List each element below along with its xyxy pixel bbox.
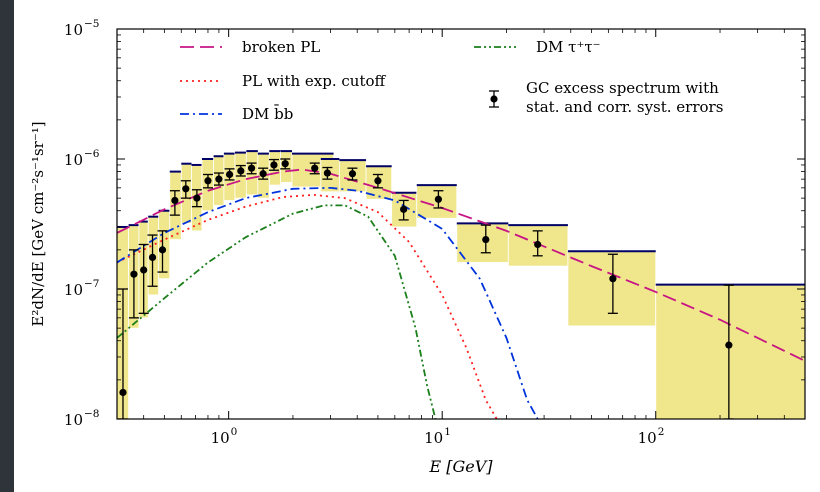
x-tick-label-exponent-0: 0 xyxy=(231,426,238,438)
data-point-4 xyxy=(159,246,166,253)
x-tick-label-2: 10 xyxy=(638,429,657,447)
legend: broken PL PL with exp. cutoff DM b̄b DM τ⁺τ… xyxy=(180,38,723,123)
legend-label-broken-pl: broken PL xyxy=(242,38,320,56)
x-axis-label: E [GeV] xyxy=(428,457,493,476)
y-tick-label-exponent-3: −5 xyxy=(84,18,99,30)
legend-marker-point xyxy=(490,95,497,102)
data-point-25 xyxy=(725,342,732,349)
y-tick-label-1: 10 xyxy=(64,281,83,299)
y-tick-label-2: 10 xyxy=(64,151,83,169)
y-tick-label-exponent-2: −6 xyxy=(84,148,100,160)
data-point-6 xyxy=(182,185,189,192)
legend-label-gc-excess-line1: GC excess spectrum with xyxy=(526,79,719,97)
legend-label-dm-tautau: DM τ⁺τ⁻ xyxy=(536,38,601,56)
x-tick-label-exponent-2: 2 xyxy=(658,426,665,438)
data-point-15 xyxy=(282,160,289,167)
data-point-9 xyxy=(215,176,222,183)
data-point-5 xyxy=(171,197,178,204)
y-tick-label-exponent-0: −8 xyxy=(84,408,99,420)
data-point-24 xyxy=(609,275,616,282)
legend-label-dm-bb: DM b̄b xyxy=(242,105,293,123)
data-point-11 xyxy=(237,167,244,174)
x-tick-label-0: 10 xyxy=(211,429,230,447)
data-point-18 xyxy=(349,170,356,177)
data-point-20 xyxy=(400,206,407,213)
x-tick-label-1: 10 xyxy=(424,429,443,447)
error-box-4 xyxy=(159,211,170,279)
data-point-12 xyxy=(248,165,255,172)
y-tick-label-3: 10 xyxy=(64,21,83,39)
data-point-1 xyxy=(130,271,137,278)
data-point-16 xyxy=(311,165,318,172)
y-axis-label: E²dN/dE [GeV cm⁻²s⁻¹sr⁻¹] xyxy=(29,121,47,326)
legend-label-pl-cutoff: PL with exp. cutoff xyxy=(242,72,387,90)
data-point-8 xyxy=(204,177,211,184)
data-point-21 xyxy=(435,196,442,203)
y-tick-label-exponent-1: −7 xyxy=(84,278,99,290)
data-point-13 xyxy=(260,170,267,177)
legend-label-gc-excess-line2: stat. and corr. syst. errors xyxy=(526,98,723,116)
data-point-19 xyxy=(374,177,381,184)
data-point-0 xyxy=(119,389,126,396)
error-box-25 xyxy=(656,285,805,419)
data-point-3 xyxy=(149,254,156,261)
data-point-14 xyxy=(270,161,277,168)
data-point-10 xyxy=(226,171,233,178)
data-point-23 xyxy=(534,241,541,248)
data-point-7 xyxy=(193,195,200,202)
systematic-error-boxes xyxy=(117,151,805,419)
x-tick-label-exponent-1: 1 xyxy=(444,426,451,438)
data-point-22 xyxy=(482,236,489,243)
y-tick-label-0: 10 xyxy=(64,411,83,429)
data-point-2 xyxy=(140,266,147,273)
data-point-17 xyxy=(324,169,331,176)
